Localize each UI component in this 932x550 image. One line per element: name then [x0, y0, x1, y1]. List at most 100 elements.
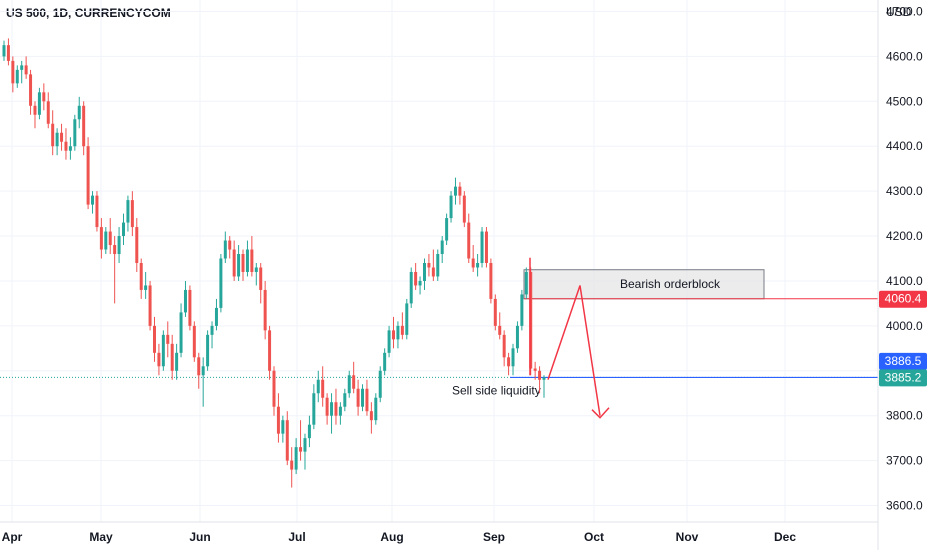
x-tick-label: Jul [288, 530, 305, 544]
candle-body [152, 325, 156, 353]
candle-body [232, 249, 236, 277]
candle-body [223, 240, 227, 259]
candle-body [281, 420, 285, 434]
candle-body [197, 357, 201, 376]
candle-body [51, 123, 55, 147]
y-tick-label: 4000.0 [886, 319, 923, 333]
x-tick-label: Apr [2, 530, 23, 544]
projection-path [547, 285, 601, 416]
candle-body [453, 186, 457, 196]
candle-body [467, 222, 471, 259]
candle-body [245, 249, 249, 272]
candle-body [290, 460, 294, 470]
candle-body [369, 411, 373, 421]
candle-body [378, 370, 382, 398]
candle-body [533, 368, 537, 371]
candle-body [157, 352, 161, 367]
candle-body [312, 393, 316, 425]
candle-body [219, 258, 223, 308]
candle-body [29, 74, 33, 106]
candle-body [347, 375, 351, 394]
candle-body [192, 325, 196, 358]
candle-body [188, 289, 192, 326]
candle-body [15, 69, 19, 84]
candle-body [117, 236, 121, 255]
candle-body [431, 267, 435, 277]
candle-body [427, 262, 431, 268]
candle-body [77, 105, 81, 120]
overlay-layer [529, 257, 610, 419]
candle-body [237, 254, 241, 277]
candle-body [383, 352, 387, 371]
candle-body [82, 105, 86, 147]
candle-body [361, 388, 365, 407]
candle-body [352, 375, 356, 389]
price-tag [879, 290, 927, 308]
candle-body [445, 218, 449, 241]
candle-body [392, 330, 396, 340]
candlestick-series [2, 38, 546, 488]
candle-body [511, 348, 515, 367]
candle-body [144, 285, 148, 290]
candle-body [493, 298, 497, 326]
candle-body [68, 146, 72, 151]
candle-body [24, 65, 28, 75]
y-tick-label: 3700.0 [886, 454, 923, 468]
candle-body [538, 370, 542, 380]
candle-body [73, 119, 77, 147]
candle-body [2, 45, 6, 57]
candle-body [294, 447, 298, 470]
x-tick-label: Dec [774, 530, 796, 544]
candle-body [113, 245, 117, 255]
candle-body [99, 227, 103, 250]
y-tick-label: 4600.0 [886, 49, 923, 63]
candle-body [316, 379, 320, 394]
candle-body [42, 92, 46, 102]
price-tag-label: 4060.4 [885, 292, 922, 306]
liquidity-label: Sell side liquidity [452, 383, 541, 397]
y-tick-label: 4400.0 [886, 139, 923, 153]
candle-body [259, 267, 263, 290]
candle-body [6, 45, 10, 61]
candle-body [462, 195, 466, 223]
candle-body [471, 258, 475, 268]
candle-body [405, 303, 409, 335]
candle-body [64, 141, 68, 151]
candle-body [166, 334, 170, 344]
candle-body [524, 271, 528, 295]
candle-body [299, 447, 303, 452]
candle-body [476, 262, 480, 268]
candle-body [343, 393, 347, 407]
candle-body [276, 406, 280, 434]
candle-body [422, 262, 426, 281]
candle-body [148, 285, 152, 326]
candle-body [254, 267, 258, 272]
candle-body [130, 200, 134, 228]
candle-body [126, 200, 130, 223]
candle-body [33, 105, 37, 115]
candle-body [161, 334, 165, 367]
price-tag [879, 352, 927, 370]
candle-body [440, 240, 444, 255]
candle-body [11, 60, 15, 84]
price-tag [879, 369, 927, 387]
y-tick-label: 4500.0 [886, 94, 923, 108]
currency-label: USD [886, 5, 912, 19]
candle-body [268, 330, 272, 371]
price-tag-label: 3886.5 [885, 354, 922, 368]
candle-body [387, 330, 391, 353]
x-tick-label: Aug [380, 530, 403, 544]
candle-body [201, 366, 205, 376]
y-tick-label: 4100.0 [886, 274, 923, 288]
candle-body [104, 231, 108, 250]
y-tick-label: 4700.0 [886, 4, 923, 18]
candle-body [520, 294, 524, 326]
bearish-orderblock-zone [523, 269, 765, 300]
candle-body [334, 402, 338, 416]
candle-body [418, 280, 422, 286]
candle-body [241, 254, 245, 272]
candle-body [542, 377, 546, 380]
candle-body [210, 325, 214, 335]
candle-body [135, 227, 139, 263]
